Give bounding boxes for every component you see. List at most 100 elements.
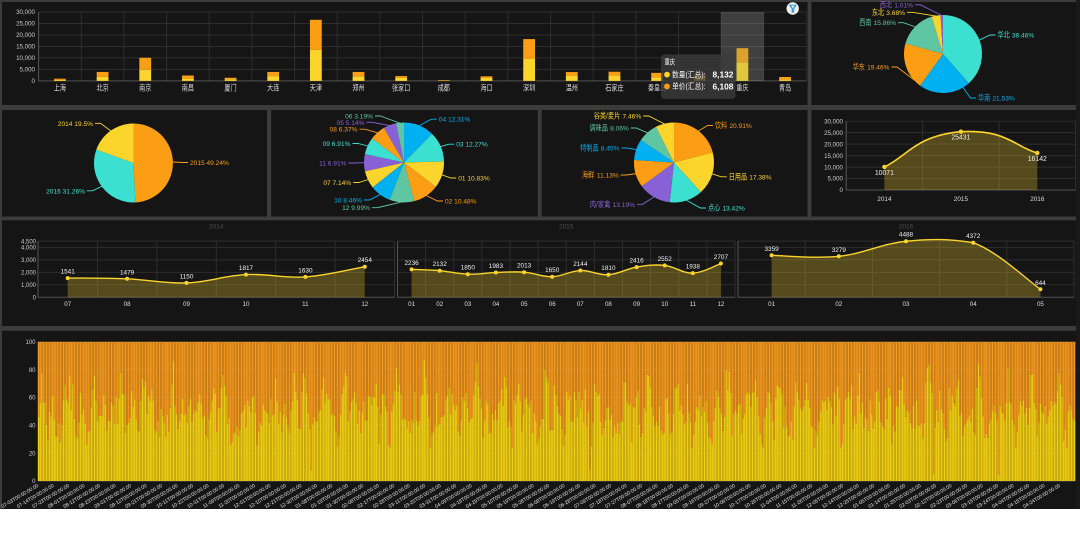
svg-text:3279: 3279 — [832, 247, 847, 254]
svg-text:25431: 25431 — [951, 135, 970, 142]
svg-text:1817: 1817 — [239, 265, 254, 272]
svg-text:3,000: 3,000 — [21, 258, 37, 264]
svg-text:13.19%: 13.19% — [613, 202, 636, 209]
svg-text:04: 04 — [492, 301, 499, 308]
svg-text:青岛: 青岛 — [779, 83, 791, 93]
svg-text:30,000: 30,000 — [824, 118, 843, 125]
svg-text:海鲜: 海鲜 — [582, 170, 594, 180]
svg-text:1650: 1650 — [545, 267, 560, 274]
svg-text:2015 49.24%: 2015 49.24% — [190, 160, 229, 167]
svg-text:02: 02 — [436, 301, 443, 308]
svg-text:06 3.19%: 06 3.19% — [345, 114, 373, 121]
svg-text:0: 0 — [32, 78, 36, 85]
svg-text:南昌: 南昌 — [182, 83, 194, 93]
svg-text:2132: 2132 — [433, 261, 448, 268]
svg-text:1.01%: 1.01% — [894, 2, 913, 9]
svg-text:07: 07 — [577, 301, 584, 308]
svg-text:05: 05 — [1037, 301, 1044, 308]
svg-text:郑州: 郑州 — [352, 83, 364, 93]
svg-text:1850: 1850 — [461, 265, 476, 272]
svg-text:2,000: 2,000 — [21, 271, 37, 277]
svg-text:重庆: 重庆 — [665, 57, 676, 67]
svg-text:特制品: 特制品 — [580, 143, 598, 153]
svg-text:12: 12 — [717, 301, 724, 308]
svg-text:07 7.14%: 07 7.14% — [323, 180, 351, 187]
svg-text:1938: 1938 — [686, 264, 701, 271]
svg-text:2707: 2707 — [714, 254, 729, 261]
svg-text:09 6.91%: 09 6.91% — [323, 141, 351, 148]
svg-text:2236: 2236 — [404, 260, 419, 267]
svg-text:西北: 西北 — [880, 0, 892, 9]
svg-text:17.38%: 17.38% — [749, 174, 772, 181]
svg-text:03: 03 — [903, 301, 910, 308]
svg-text:2014: 2014 — [877, 196, 892, 203]
svg-text:上海: 上海 — [54, 83, 66, 93]
svg-text:1150: 1150 — [180, 273, 194, 280]
svg-text:20,000: 20,000 — [16, 32, 35, 39]
svg-text:深圳: 深圳 — [523, 83, 535, 93]
svg-text:25,000: 25,000 — [824, 130, 843, 137]
svg-text:1983: 1983 — [489, 263, 504, 270]
svg-text:30,000: 30,000 — [16, 9, 35, 16]
svg-text:天津: 天津 — [310, 83, 322, 93]
svg-text:6,108: 6,108 — [713, 81, 734, 91]
svg-text:北京: 北京 — [97, 83, 109, 93]
svg-text:04 12.31%: 04 12.31% — [439, 117, 471, 124]
svg-text:15.86%: 15.86% — [874, 20, 897, 27]
svg-text:张家口: 张家口 — [392, 83, 410, 93]
svg-text:厦门: 厦门 — [224, 83, 236, 93]
svg-text:11: 11 — [690, 301, 697, 308]
svg-text:1479: 1479 — [120, 269, 135, 276]
svg-text:11.13%: 11.13% — [597, 173, 619, 180]
svg-text:1810: 1810 — [601, 265, 616, 272]
svg-text:12 9.99%: 12 9.99% — [342, 205, 370, 212]
svg-text:15,000: 15,000 — [16, 44, 35, 51]
svg-text:08 6.37%: 08 6.37% — [330, 127, 358, 134]
svg-text:10,000: 10,000 — [824, 164, 843, 171]
svg-text:点心: 点心 — [708, 204, 720, 213]
svg-text:2015: 2015 — [559, 224, 574, 231]
svg-text:12: 12 — [361, 301, 368, 308]
svg-text:2016: 2016 — [1030, 196, 1045, 203]
svg-text:日用品: 日用品 — [729, 172, 747, 181]
svg-text:09: 09 — [183, 301, 190, 308]
svg-text:20: 20 — [29, 451, 36, 457]
svg-text:11: 11 — [302, 301, 309, 308]
svg-text:2552: 2552 — [658, 256, 673, 263]
svg-text:08: 08 — [605, 301, 612, 308]
svg-text:重庆: 重庆 — [736, 83, 748, 93]
svg-text:10,000: 10,000 — [16, 55, 35, 62]
svg-text:03 12.27%: 03 12.27% — [456, 142, 488, 149]
svg-text:03: 03 — [464, 301, 471, 308]
svg-text:02 10.48%: 02 10.48% — [445, 199, 477, 206]
svg-text:06: 06 — [549, 301, 556, 308]
svg-text:38.46%: 38.46% — [1012, 33, 1035, 40]
svg-text:07: 07 — [64, 301, 71, 308]
svg-text:10: 10 — [243, 301, 250, 308]
svg-text:肉/家禽: 肉/家禽 — [590, 199, 611, 209]
svg-text:2016: 2016 — [899, 224, 914, 231]
svg-text:1541: 1541 — [61, 269, 76, 276]
svg-text:4372: 4372 — [966, 233, 981, 240]
svg-text:5,000: 5,000 — [828, 176, 844, 183]
svg-text:秦皇岛: 秦皇岛 — [648, 83, 666, 93]
svg-text:40: 40 — [29, 424, 36, 430]
svg-text:华南: 华南 — [978, 93, 990, 103]
svg-text:8.45%: 8.45% — [601, 146, 620, 153]
svg-text:10071: 10071 — [875, 170, 894, 177]
svg-text:西南: 西南 — [859, 17, 871, 27]
svg-text:4488: 4488 — [899, 232, 914, 239]
svg-text:2014: 2014 — [209, 224, 224, 231]
svg-text:成都: 成都 — [438, 83, 450, 93]
svg-text:饮料: 饮料 — [715, 120, 727, 130]
svg-text:0: 0 — [33, 296, 37, 302]
svg-text:2144: 2144 — [573, 261, 588, 268]
svg-text:01: 01 — [768, 301, 775, 308]
svg-text:11 6.91%: 11 6.91% — [319, 161, 347, 168]
svg-text:1630: 1630 — [298, 267, 313, 274]
svg-text:19.46%: 19.46% — [867, 65, 890, 72]
svg-text:谷类/麦片: 谷类/麦片 — [594, 111, 621, 121]
svg-text:2014 19.5%: 2014 19.5% — [58, 121, 93, 128]
svg-text:60: 60 — [29, 396, 36, 402]
svg-text:20.91%: 20.91% — [729, 123, 752, 130]
